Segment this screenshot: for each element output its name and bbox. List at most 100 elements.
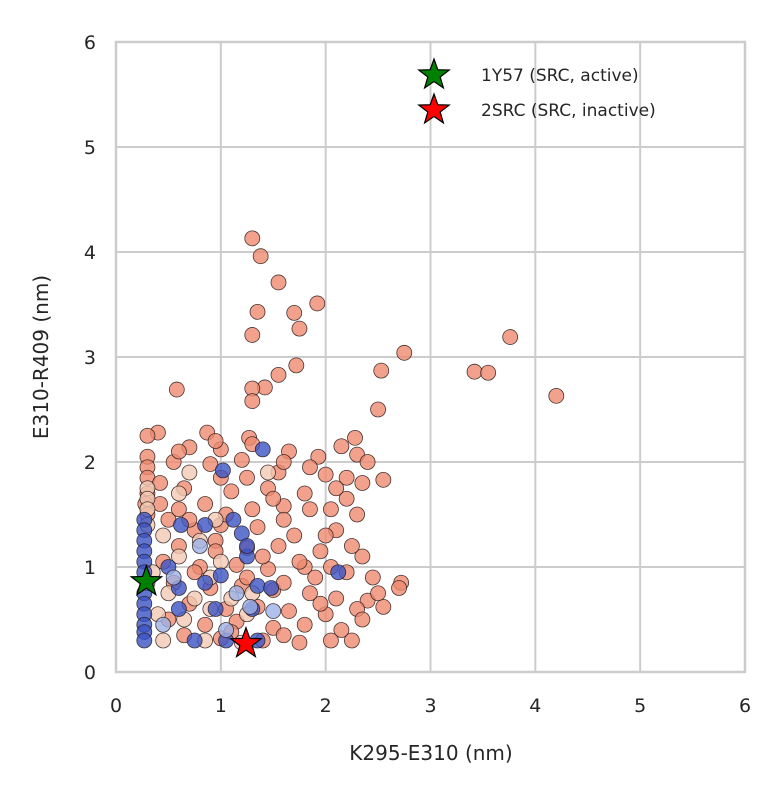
data-point — [310, 448, 327, 465]
data-point — [502, 329, 519, 345]
x-tick-label: 2 — [320, 695, 332, 717]
y-tick-label: 0 — [84, 662, 96, 684]
x-tick-label: 1 — [215, 695, 227, 717]
data-point — [239, 469, 255, 486]
y-tick-label: 4 — [84, 242, 96, 264]
data-point — [265, 490, 282, 507]
data-point — [396, 344, 413, 361]
data-point — [170, 548, 187, 565]
data-point — [215, 462, 231, 479]
y-tick-labels: 0 1 2 3 4 5 6 — [84, 32, 96, 684]
data-point — [173, 517, 189, 533]
reference-markers — [129, 563, 263, 659]
data-point — [466, 363, 483, 380]
data-point — [228, 585, 245, 602]
data-point — [338, 490, 355, 507]
data-point — [139, 427, 156, 444]
data-point — [291, 634, 308, 651]
data-point — [136, 632, 153, 649]
data-point — [202, 456, 219, 473]
data-point — [249, 519, 266, 535]
data-point — [165, 569, 182, 586]
data-point — [197, 517, 214, 533]
data-point — [225, 511, 242, 528]
legend: 1Y57 (SRC, active) 2SRC (SRC, inactive) — [417, 57, 656, 125]
x-tick-label: 0 — [110, 695, 122, 717]
data-point — [168, 381, 185, 398]
data-point — [302, 585, 318, 602]
data-point — [263, 580, 280, 596]
data-point — [364, 569, 381, 586]
data-point — [296, 485, 313, 502]
plot-frame — [114, 40, 747, 674]
data-point — [309, 295, 326, 312]
data-point — [197, 496, 214, 512]
data-point — [391, 580, 407, 596]
y-tick-label: 1 — [84, 557, 96, 579]
data-point — [375, 599, 392, 615]
data-point — [375, 471, 392, 488]
data-point — [186, 564, 203, 581]
x-tick-label: 5 — [634, 695, 646, 717]
data-point — [170, 485, 187, 502]
data-point — [249, 303, 266, 320]
data-point — [286, 304, 303, 321]
data-point — [548, 387, 565, 404]
data-point — [370, 585, 386, 602]
x-tick-label: 3 — [424, 695, 436, 717]
legend-star-icon — [417, 92, 451, 125]
data-point — [270, 274, 287, 291]
data-point — [312, 543, 329, 560]
data-point — [233, 451, 250, 468]
data-point — [212, 567, 229, 584]
data-point — [218, 622, 234, 638]
data-point — [254, 441, 271, 458]
data-point — [155, 616, 172, 633]
legend-star-icon — [417, 57, 451, 90]
x-axis-label: K295-E310 (nm) — [349, 741, 512, 765]
legend-entry-label: 2SRC (SRC, inactive) — [481, 101, 656, 121]
data-point — [265, 603, 282, 619]
data-point — [254, 548, 271, 565]
data-point — [207, 601, 224, 617]
data-point — [354, 611, 371, 628]
y-tick-label: 5 — [84, 137, 96, 159]
data-point — [296, 616, 313, 633]
data-point — [343, 632, 360, 649]
data-point — [207, 433, 224, 449]
data-point — [323, 501, 339, 518]
legend-entry-label: 1Y57 (SRC, active) — [481, 66, 639, 86]
data-point — [291, 320, 308, 337]
data-point — [359, 454, 376, 470]
data-point — [275, 511, 292, 528]
data-point — [260, 464, 276, 481]
data-point — [373, 362, 390, 379]
data-point — [244, 327, 261, 343]
data-point — [249, 578, 266, 594]
y-tick-label: 3 — [84, 347, 96, 369]
data-point — [275, 627, 292, 644]
x-tick-label: 6 — [739, 695, 751, 717]
data-point — [170, 443, 187, 460]
data-point — [239, 569, 255, 586]
data-point — [323, 632, 339, 649]
data-point — [480, 364, 497, 381]
data-points — [136, 230, 565, 651]
data-point — [312, 595, 329, 612]
data-point — [333, 438, 350, 455]
data-point — [302, 501, 318, 518]
data-point — [333, 622, 350, 638]
x-tick-labels: 0 1 2 3 4 5 6 — [110, 695, 751, 717]
data-point — [242, 599, 259, 615]
reference-star-marker — [129, 563, 164, 597]
data-point — [307, 569, 324, 586]
data-point — [197, 574, 214, 591]
data-point — [181, 464, 198, 481]
data-point — [223, 483, 240, 500]
y-tick-label: 6 — [84, 32, 96, 54]
data-point — [275, 454, 292, 470]
data-point — [155, 527, 172, 544]
data-point — [244, 393, 261, 410]
